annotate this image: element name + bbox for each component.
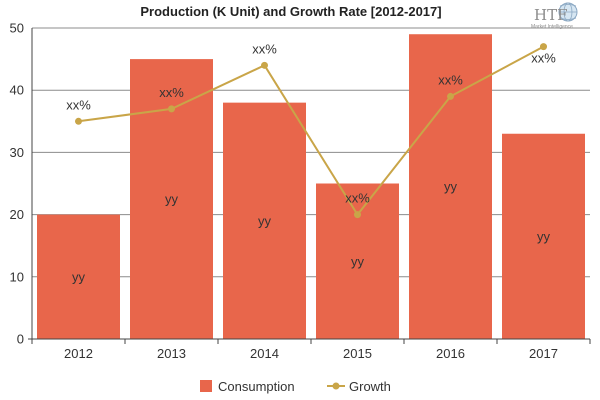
growth-point-2014: [261, 61, 268, 69]
chart-title: Production (K Unit) and Growth Rate [201…: [140, 4, 441, 19]
bar-consumption-2012: [37, 214, 120, 339]
legend: Consumption Growth: [200, 379, 391, 394]
y-tick-label: 40: [10, 83, 24, 98]
globe-icon: [558, 2, 578, 22]
x-tick-label: 2014: [250, 346, 279, 361]
y-tick-label: 0: [17, 332, 24, 347]
legend-growth-marker-icon: [332, 382, 340, 390]
legend-consumption-swatch: [200, 380, 212, 392]
growth-data-label: xx%: [345, 191, 370, 206]
bar-data-label: yy: [537, 229, 551, 244]
bar-data-label: yy: [72, 269, 86, 284]
y-tick-label: 10: [10, 269, 24, 284]
logo: HTF Market Intelligence: [531, 2, 578, 30]
x-tick-label: 2015: [343, 346, 372, 361]
growth-point-2016: [447, 92, 454, 100]
growth-point-2012: [75, 117, 82, 125]
bar-data-label: yy: [165, 192, 179, 207]
axis-layer: 0 10 20 30 40 50 2012 2013 2014 2015 2016 2017: [10, 21, 591, 361]
growth-data-label: xx%: [252, 41, 277, 56]
growth-line: [78, 45, 544, 217]
growth-data-label: xx%: [66, 97, 91, 112]
y-tick-label: 30: [10, 145, 24, 160]
logo-text: HTF: [534, 6, 568, 24]
bar-consumption-2014: [223, 102, 306, 339]
growth-data-label: xx%: [159, 85, 184, 100]
bar-layer: [37, 34, 585, 339]
y-tick-label: 50: [10, 21, 24, 36]
growth-point-2017: [540, 43, 547, 51]
bar-data-label: yy: [351, 254, 365, 269]
legend-growth-label: Growth: [349, 379, 391, 394]
bar-data-label: yy: [258, 213, 272, 228]
x-tick-label: 2012: [64, 346, 93, 361]
y-tick-label: 20: [10, 207, 24, 222]
bar-consumption-2016: [409, 34, 492, 339]
grid-layer: [32, 27, 590, 278]
legend-consumption-label: Consumption: [218, 379, 295, 394]
growth-data-label: xx%: [531, 51, 556, 66]
label-layer: yy yy yy yy yy yy xx% xx% xx% xx% xx% xx%: [66, 41, 556, 284]
line-layer: [75, 43, 547, 219]
x-tick-label: 2013: [157, 346, 186, 361]
bar-consumption-2015: [316, 183, 399, 339]
bar-data-label: yy: [444, 179, 458, 194]
growth-point-2013: [168, 105, 175, 113]
x-tick-label: 2017: [529, 346, 558, 361]
growth-data-label: xx%: [438, 72, 463, 87]
logo-subtext: Market Intelligence: [531, 24, 573, 30]
x-tick-label: 2016: [436, 346, 465, 361]
bar-consumption-2017: [502, 133, 585, 339]
growth-point-2015: [354, 211, 361, 219]
